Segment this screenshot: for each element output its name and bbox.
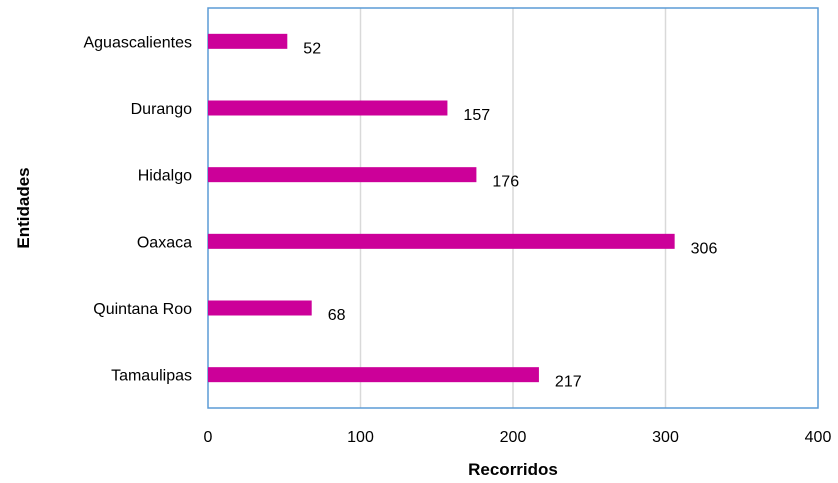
x-tick-label: 300 xyxy=(652,429,679,446)
data-label: 68 xyxy=(328,307,346,324)
y-axis-title: Entidades xyxy=(14,167,33,248)
category-label: Aguascalientes xyxy=(83,34,192,51)
category-label: Oaxaca xyxy=(137,234,192,251)
data-label: 306 xyxy=(691,240,718,257)
x-tick-labels: 0 100 200 300 400 xyxy=(204,429,832,446)
bar xyxy=(208,33,288,49)
category-label: Tamaulipas xyxy=(111,368,192,385)
data-label: 52 xyxy=(303,40,321,57)
bar xyxy=(208,300,312,316)
plot-area-border xyxy=(207,7,819,409)
x-tick-label: 400 xyxy=(805,429,832,446)
x-tick-label: 200 xyxy=(500,429,527,446)
data-labels: 52 157 176 306 68 217 xyxy=(303,40,717,390)
bar xyxy=(208,367,539,383)
category-label: Quintana Roo xyxy=(93,301,192,318)
bars xyxy=(208,33,675,383)
data-label: 157 xyxy=(463,107,490,124)
category-labels: Aguascalientes Durango Hidalgo Oaxaca Quinta… xyxy=(83,34,192,384)
x-tick-label: 0 xyxy=(204,429,213,446)
bar xyxy=(208,233,675,249)
x-tick-label: 100 xyxy=(347,429,374,446)
data-label: 176 xyxy=(492,174,519,191)
gridlines xyxy=(359,8,667,408)
bar xyxy=(208,167,477,183)
bar xyxy=(208,100,448,116)
category-label: Hidalgo xyxy=(138,168,192,185)
x-axis-title: Recorridos xyxy=(468,460,558,479)
category-label: Durango xyxy=(131,101,192,118)
data-label: 217 xyxy=(555,374,582,391)
